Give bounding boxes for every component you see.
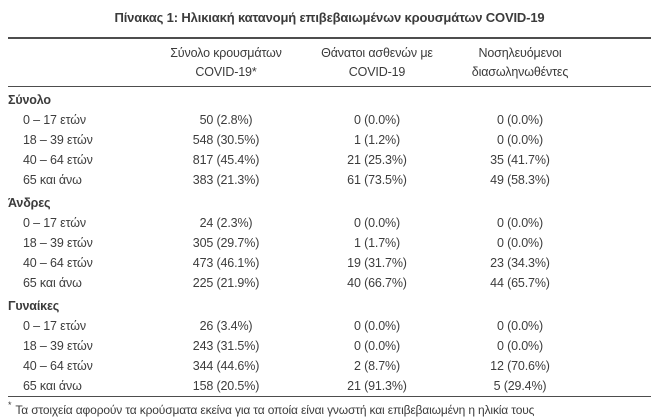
row-label: 18 – 39 ετών bbox=[23, 339, 93, 353]
cell-intubated: 5 (29.4%) bbox=[493, 379, 547, 393]
cell-deaths: 40 (66.7%) bbox=[347, 276, 407, 290]
column-header-deaths: Θάνατοι ασθενών με COVID-19 bbox=[314, 44, 440, 82]
section-header-men: Άνδρες bbox=[8, 196, 51, 210]
column-header-line: Θάνατοι ασθενών με bbox=[321, 45, 433, 60]
section-header-total: Σύνολο bbox=[8, 93, 51, 107]
table-row: 40 – 64 ετών 344 (44.6%) 2 (8.7%) 12 (70… bbox=[8, 356, 651, 376]
cell-intubated: 0 (0.0%) bbox=[496, 216, 544, 230]
table-row: 0 – 17 ετών 50 (2.8%) 0 (0.0%) 0 (0.0%) bbox=[8, 110, 651, 130]
cell-intubated: 23 (34.3%) bbox=[490, 256, 550, 270]
cell-intubated: 12 (70.6%) bbox=[490, 359, 550, 373]
row-label: 40 – 64 ετών bbox=[23, 359, 93, 373]
cell-deaths: 2 (8.7%) bbox=[353, 359, 401, 373]
table-row: 65 και άνω 158 (20.5%) 21 (91.3%) 5 (29.… bbox=[8, 376, 651, 396]
column-header-line: Σύνολο κρουσμάτων bbox=[170, 45, 282, 60]
cell-deaths: 1 (1.7%) bbox=[353, 236, 401, 250]
cell-intubated: 44 (65.7%) bbox=[490, 276, 550, 290]
column-header-intubated: Νοσηλευόμενοι διασωληνωθέντες bbox=[440, 44, 600, 82]
cell-intubated: 35 (41.7%) bbox=[490, 153, 550, 167]
footnote-marker: * bbox=[8, 400, 12, 410]
row-label: 40 – 64 ετών bbox=[23, 153, 93, 167]
row-label: 40 – 64 ετών bbox=[23, 256, 93, 270]
cell-deaths: 21 (25.3%) bbox=[347, 153, 407, 167]
cell-intubated: 0 (0.0%) bbox=[496, 236, 544, 250]
cell-deaths: 1 (1.2%) bbox=[353, 133, 401, 147]
cell-intubated: 0 (0.0%) bbox=[496, 319, 544, 333]
row-label: 0 – 17 ετών bbox=[23, 319, 86, 333]
cell-deaths: 0 (0.0%) bbox=[353, 319, 401, 333]
cell-intubated: 49 (58.3%) bbox=[490, 173, 550, 187]
cell-deaths: 21 (91.3%) bbox=[347, 379, 407, 393]
cell-cases: 243 (31.5%) bbox=[192, 339, 260, 353]
cell-deaths: 19 (31.7%) bbox=[347, 256, 407, 270]
cell-deaths: 0 (0.0%) bbox=[353, 216, 401, 230]
cell-cases: 305 (29.7%) bbox=[192, 236, 260, 250]
table-top-rule bbox=[8, 37, 651, 39]
cell-cases: 817 (45.4%) bbox=[192, 153, 260, 167]
cell-cases: 158 (20.5%) bbox=[192, 379, 260, 393]
table-header-row: Σύνολο κρουσμάτων COVID-19* Θάνατοι ασθε… bbox=[8, 39, 651, 86]
cell-cases: 26 (3.4%) bbox=[199, 319, 253, 333]
table-row: 0 – 17 ετών 24 (2.3%) 0 (0.0%) 0 (0.0%) bbox=[8, 213, 651, 233]
footnote-text: Τα στοιχεία αφορούν τα κρούσματα εκείνα … bbox=[15, 403, 535, 417]
cell-intubated: 0 (0.0%) bbox=[496, 133, 544, 147]
column-header-line: Νοσηλευόμενοι bbox=[478, 45, 562, 60]
table-body: Σύνολο 0 – 17 ετών 50 (2.8%) 0 (0.0%) 0 … bbox=[8, 87, 651, 396]
column-header-line: COVID-19 bbox=[348, 64, 406, 79]
cell-cases: 225 (21.9%) bbox=[192, 276, 260, 290]
table-footnote: * Τα στοιχεία αφορούν τα κρούσματα εκείνα… bbox=[8, 397, 651, 417]
row-label: 18 – 39 ετών bbox=[23, 236, 93, 250]
table-row: 18 – 39 ετών 243 (31.5%) 0 (0.0%) 0 (0.0… bbox=[8, 336, 651, 356]
cell-intubated: 0 (0.0%) bbox=[496, 113, 544, 127]
cell-cases: 344 (44.6%) bbox=[192, 359, 260, 373]
table-bottom-rule bbox=[8, 396, 651, 397]
row-label: 0 – 17 ετών bbox=[23, 113, 86, 127]
table-row: 40 – 64 ετών 473 (46.1%) 19 (31.7%) 23 (… bbox=[8, 253, 651, 273]
table-row: 65 και άνω 225 (21.9%) 40 (66.7%) 44 (65… bbox=[8, 273, 651, 293]
column-header-line: διασωληνωθέντες bbox=[471, 64, 569, 79]
row-label: 65 και άνω bbox=[23, 379, 82, 393]
section-header-women: Γυναίκες bbox=[8, 299, 60, 313]
table-row: 0 – 17 ετών 26 (3.4%) 0 (0.0%) 0 (0.0%) bbox=[8, 316, 651, 336]
column-header-cases: Σύνολο κρουσμάτων COVID-19* bbox=[138, 44, 314, 82]
table-title: Πίνακας 1: Ηλικιακή κατανομή επιβεβαιωμέ… bbox=[114, 10, 545, 25]
cell-deaths: 0 (0.0%) bbox=[353, 339, 401, 353]
cell-cases: 24 (2.3%) bbox=[199, 216, 253, 230]
cell-cases: 473 (46.1%) bbox=[192, 256, 260, 270]
table-row: 18 – 39 ετών 305 (29.7%) 1 (1.7%) 0 (0.0… bbox=[8, 233, 651, 253]
row-label: 65 και άνω bbox=[23, 276, 82, 290]
table-row: 40 – 64 ετών 817 (45.4%) 21 (25.3%) 35 (… bbox=[8, 150, 651, 170]
header-divider-rule bbox=[8, 86, 651, 87]
cell-deaths: 61 (73.5%) bbox=[347, 173, 407, 187]
column-header-line: COVID-19* bbox=[195, 64, 257, 79]
cell-cases: 383 (21.3%) bbox=[192, 173, 260, 187]
cell-intubated: 0 (0.0%) bbox=[496, 339, 544, 353]
table-row: 18 – 39 ετών 548 (30.5%) 1 (1.2%) 0 (0.0… bbox=[8, 130, 651, 150]
row-label: 65 και άνω bbox=[23, 173, 82, 187]
table-row: 65 και άνω 383 (21.3%) 61 (73.5%) 49 (58… bbox=[8, 170, 651, 190]
row-label: 0 – 17 ετών bbox=[23, 216, 86, 230]
cell-deaths: 0 (0.0%) bbox=[353, 113, 401, 127]
row-label: 18 – 39 ετών bbox=[23, 133, 93, 147]
cell-cases: 548 (30.5%) bbox=[192, 133, 260, 147]
cell-cases: 50 (2.8%) bbox=[199, 113, 253, 127]
